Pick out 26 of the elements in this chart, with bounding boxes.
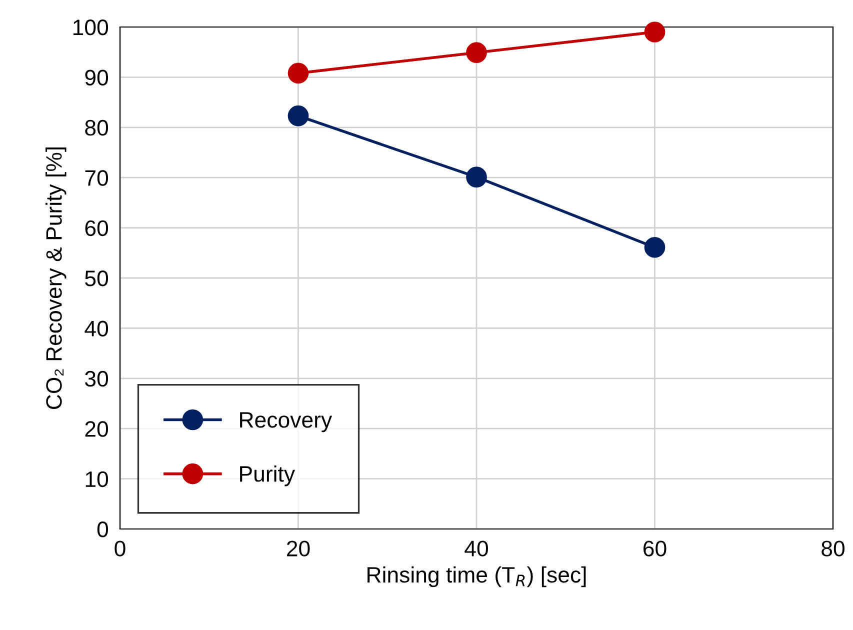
point	[466, 42, 487, 64]
y-tick-label: 20	[85, 421, 108, 437]
y-tick-label: 50	[85, 270, 108, 286]
point	[466, 166, 487, 188]
y-tick-label: 90	[85, 70, 108, 86]
y-tick-label: 80	[85, 120, 108, 136]
x-tick-label: 80	[822, 540, 844, 556]
legend-label: Recovery	[240, 412, 332, 432]
point	[288, 62, 309, 84]
point	[644, 236, 666, 258]
x-tick-label: 0	[114, 540, 126, 556]
y-tick-label: 100	[74, 20, 108, 36]
y-tick-label: 10	[86, 471, 108, 488]
x-tick-label: 40	[464, 540, 488, 556]
y-tick-label: 0	[97, 522, 108, 538]
y-tick-label: 30	[85, 370, 108, 387]
legend-label: Purity	[240, 465, 296, 486]
x-tick-label: 60	[644, 540, 666, 556]
point	[288, 105, 309, 126]
x-tick-label: 20	[287, 540, 310, 556]
y-axis-title: CO₂ Recovery & Purity [%]	[46, 147, 66, 409]
y-tick-label: 40	[84, 320, 108, 336]
point	[644, 22, 666, 42]
y-tick-label: 70	[85, 170, 108, 186]
x-axis-title: Rinsing time (T$_{R}$) [sec]	[368, 566, 586, 588]
y-tick-label: 60	[85, 220, 108, 236]
